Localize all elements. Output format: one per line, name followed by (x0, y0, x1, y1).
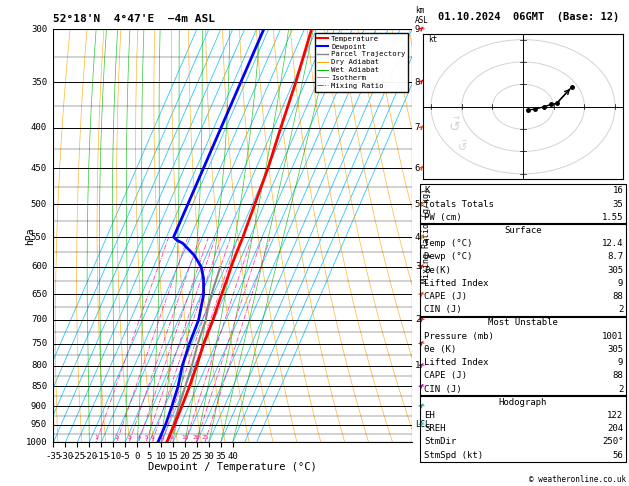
Text: K: K (424, 187, 430, 195)
Text: 88: 88 (613, 292, 623, 301)
Text: 35: 35 (613, 200, 623, 208)
Text: 2: 2 (618, 305, 623, 314)
Text: Hodograph: Hodograph (499, 398, 547, 407)
Text: 56: 56 (613, 451, 623, 460)
Text: 122: 122 (607, 411, 623, 420)
Text: 300: 300 (31, 25, 47, 34)
Text: 3: 3 (415, 262, 420, 272)
Text: 305: 305 (607, 266, 623, 275)
Text: PW (cm): PW (cm) (424, 213, 462, 222)
Text: LCL: LCL (415, 420, 430, 429)
Text: 88: 88 (613, 371, 623, 381)
Text: hPa: hPa (25, 227, 35, 244)
Text: 305: 305 (607, 345, 623, 354)
Text: CIN (J): CIN (J) (424, 384, 462, 394)
Text: 5: 5 (415, 200, 420, 209)
Text: 800: 800 (31, 361, 47, 370)
Text: 850: 850 (31, 382, 47, 391)
Text: 25: 25 (201, 435, 209, 440)
Text: Lifted Index: Lifted Index (424, 358, 489, 367)
Text: θe(K): θe(K) (424, 266, 451, 275)
Text: Mixing Ratio (g/kg): Mixing Ratio (g/kg) (422, 188, 431, 283)
X-axis label: Dewpoint / Temperature (°C): Dewpoint / Temperature (°C) (148, 462, 317, 472)
Text: 7: 7 (415, 123, 420, 132)
Text: Dewp (°C): Dewp (°C) (424, 252, 472, 261)
Text: Lifted Index: Lifted Index (424, 279, 489, 288)
Text: 500: 500 (31, 200, 47, 209)
Text: 6: 6 (150, 435, 154, 440)
Text: 4: 4 (415, 233, 420, 242)
Text: 550: 550 (31, 233, 47, 242)
Text: 650: 650 (31, 290, 47, 299)
Text: $\vec{\circlearrowleft}$: $\vec{\circlearrowleft}$ (447, 118, 462, 134)
Text: 15: 15 (182, 435, 189, 440)
Text: 01.10.2024  06GMT  (Base: 12): 01.10.2024 06GMT (Base: 12) (438, 12, 619, 22)
Text: © weatheronline.co.uk: © weatheronline.co.uk (529, 474, 626, 484)
Text: 750: 750 (31, 339, 47, 348)
Text: 9: 9 (618, 358, 623, 367)
Text: 12.4: 12.4 (602, 239, 623, 248)
Text: StmSpd (kt): StmSpd (kt) (424, 451, 483, 460)
Text: 600: 600 (31, 262, 47, 272)
Text: Most Unstable: Most Unstable (488, 318, 558, 328)
Text: 350: 350 (31, 78, 47, 87)
Text: 1.55: 1.55 (602, 213, 623, 222)
Text: θe (K): θe (K) (424, 345, 456, 354)
Text: 950: 950 (31, 420, 47, 429)
Text: 52°18'N  4°47'E  −4m ASL: 52°18'N 4°47'E −4m ASL (53, 14, 216, 24)
Text: SREH: SREH (424, 424, 445, 433)
Text: 20: 20 (192, 435, 200, 440)
Text: 1001: 1001 (602, 332, 623, 341)
Text: Temp (°C): Temp (°C) (424, 239, 472, 248)
Text: Pressure (mb): Pressure (mb) (424, 332, 494, 341)
Text: 1000: 1000 (26, 438, 47, 447)
Text: 700: 700 (31, 315, 47, 324)
Text: 5: 5 (144, 435, 148, 440)
Text: 9: 9 (618, 279, 623, 288)
Text: 2: 2 (114, 435, 118, 440)
Text: 2: 2 (415, 315, 420, 324)
Text: 400: 400 (31, 123, 47, 132)
Text: 1: 1 (94, 435, 98, 440)
Text: Surface: Surface (504, 226, 542, 235)
Text: StmDir: StmDir (424, 437, 456, 446)
Text: 4: 4 (136, 435, 140, 440)
Text: CIN (J): CIN (J) (424, 305, 462, 314)
Text: 16: 16 (613, 187, 623, 195)
Text: 450: 450 (31, 164, 47, 173)
Text: CAPE (J): CAPE (J) (424, 292, 467, 301)
Text: 1: 1 (415, 361, 420, 370)
Text: 2: 2 (618, 384, 623, 394)
Text: kt: kt (428, 35, 437, 44)
Text: 250°: 250° (602, 437, 623, 446)
Legend: Temperature, Dewpoint, Parcel Trajectory, Dry Adiabat, Wet Adiabat, Isotherm, Mi: Temperature, Dewpoint, Parcel Trajectory… (314, 33, 408, 92)
Text: 8: 8 (415, 78, 420, 87)
Text: 8.7: 8.7 (607, 252, 623, 261)
Text: 900: 900 (31, 401, 47, 411)
Text: $\vec{\circlearrowleft}$: $\vec{\circlearrowleft}$ (455, 140, 469, 154)
Text: km
ASL: km ASL (415, 6, 429, 25)
Text: 9: 9 (415, 25, 420, 34)
Text: Totals Totals: Totals Totals (424, 200, 494, 208)
Text: EH: EH (424, 411, 435, 420)
Text: 3: 3 (128, 435, 131, 440)
Text: 10: 10 (167, 435, 174, 440)
Text: 8: 8 (160, 435, 164, 440)
Text: 6: 6 (415, 164, 420, 173)
Text: CAPE (J): CAPE (J) (424, 371, 467, 381)
Text: 204: 204 (607, 424, 623, 433)
